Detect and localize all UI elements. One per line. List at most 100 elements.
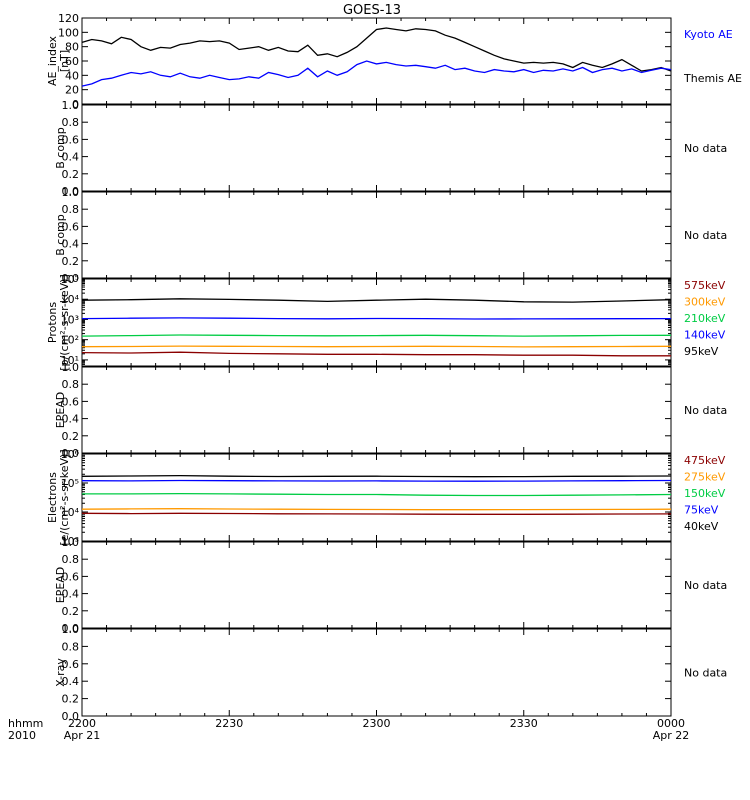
y-tick-label: 0.0 <box>62 185 80 198</box>
time-tick-label: 2300 <box>363 717 391 730</box>
y-tick-label: 10⁴ <box>61 506 80 519</box>
legend-entry-40kev: 40keV <box>684 520 719 533</box>
y-tick-label: 0.8 <box>62 378 80 391</box>
y-tick-label: 0.0 <box>62 622 80 635</box>
y-tick-label: 80 <box>65 41 79 54</box>
y-tick-label: 0.6 <box>62 220 80 233</box>
y-tick-label: 10⁶ <box>61 448 80 461</box>
legend-entry-575kev: 575keV <box>684 279 726 292</box>
y-tick-label: 0.6 <box>62 658 80 671</box>
y-tick-label: 10⁵ <box>61 477 79 490</box>
y-tick-label: 120 <box>58 12 79 25</box>
y-axis-label: B comp <box>54 127 67 169</box>
panel-5: 0.0 0.2 0.4 0.6 0.8 1.0 EPEAD No data <box>54 361 727 460</box>
panel-3: 0.0 0.2 0.4 0.6 0.8 1.0 B comp No data <box>54 186 727 285</box>
y-tick-label: 1.0 <box>62 99 80 112</box>
series-line-150kev <box>82 492 672 497</box>
y-axis-label: [p/(cm²-s-sr-keV)] <box>58 274 71 371</box>
y-tick-label: 10⁵ <box>61 273 79 286</box>
series-line-275kev <box>81 508 672 511</box>
y-axis-label: Electrons <box>46 472 59 523</box>
y-tick-label: 10² <box>61 334 79 347</box>
y-tick-label: 0.4 <box>62 675 80 688</box>
y-axis-label: [e/(cm²-s-sr-keV)] <box>58 449 71 545</box>
time-tick-date-label: Apr 21 <box>64 729 101 742</box>
legend-entry-210kev: 210keV <box>684 312 726 325</box>
y-axis-label: EPEAD <box>54 567 67 604</box>
no-data-label: No data <box>684 229 727 242</box>
y-tick-label: 0.6 <box>62 395 80 408</box>
y-tick-label: 0.2 <box>62 255 80 268</box>
legend-entry-300kev: 300keV <box>684 296 726 309</box>
legend-entry-95kev: 95keV <box>684 345 719 358</box>
y-tick-label: 0.8 <box>62 640 80 653</box>
y-tick-label: 0.8 <box>62 116 80 129</box>
panel-8: 0.0 0.2 0.4 0.6 0.8 1.0 X-ray No data <box>54 623 727 723</box>
y-tick-label: 0.8 <box>62 553 80 566</box>
y-tick-label: 40 <box>65 69 79 82</box>
panel-frame <box>81 17 672 105</box>
series-line-475kev <box>81 512 672 515</box>
panel-4: 10¹ 10² 10³ 10⁴ 10⁵ Protons [p/(cm²-s-sr-keV)]… <box>46 273 726 371</box>
no-data-label: No data <box>684 667 727 680</box>
time-tick-label: 0000 <box>657 717 685 730</box>
y-axis-label: B comp <box>54 214 67 256</box>
y-tick-label: 0.2 <box>62 605 80 618</box>
y-tick-label: 0.6 <box>62 133 80 146</box>
legend-entry-150kev: 150keV <box>684 487 726 500</box>
y-tick-label: 10³ <box>61 313 79 326</box>
legend-entry-kyoto-ae: Kyoto AE <box>684 28 733 41</box>
y-tick-label: 1.0 <box>62 536 80 549</box>
y-tick-label: 10³ <box>61 535 79 548</box>
legend-entry-140kev: 140keV <box>684 329 726 342</box>
panel-frame <box>81 541 672 629</box>
time-tick-label: 2330 <box>510 717 538 730</box>
y-tick-label: 0.0 <box>62 710 80 723</box>
panel-frame <box>81 453 672 542</box>
time-tick-label: 2230 <box>215 717 243 730</box>
legend-entry-themis-ae: Themis AE <box>683 72 742 85</box>
no-data-label: No data <box>684 579 727 592</box>
series-line-95kev <box>81 298 672 303</box>
y-axis-label: X-ray <box>54 658 67 687</box>
y-tick-label: 20 <box>65 84 79 97</box>
time-axis-row-label-year: 2010 <box>8 729 36 742</box>
panel-frame <box>81 628 672 717</box>
y-axis-label: Protons <box>46 302 59 343</box>
panel-2: 0.0 0.2 0.4 0.6 0.8 1.0 B comp No data <box>54 99 727 198</box>
y-tick-label: 0.8 <box>62 203 80 216</box>
y-tick-label: 60 <box>65 55 79 68</box>
figure-title: GOES-13 <box>343 3 401 18</box>
no-data-label: No data <box>684 142 727 155</box>
series-line-themis-ae <box>81 27 672 72</box>
y-tick-label: 0.4 <box>62 588 80 601</box>
panel-7: 0.0 0.2 0.4 0.6 0.8 1.0 EPEAD No data <box>54 536 727 635</box>
y-tick-label: 0.4 <box>62 151 80 164</box>
series-line-40kev <box>81 474 672 478</box>
time-axis-row-label-hhmm: hhmm <box>8 717 43 730</box>
legend-entry-75kev: 75keV <box>684 504 719 517</box>
y-tick-label: 0.4 <box>62 238 80 251</box>
panel-frame <box>81 104 672 192</box>
panel-frame <box>81 366 672 454</box>
time-tick-date-label: Apr 22 <box>653 729 690 742</box>
series-line-75kev <box>81 479 672 482</box>
series-line-300kev <box>81 345 672 348</box>
y-tick-label: 1.0 <box>62 186 80 199</box>
y-axis-label: [nT] <box>58 50 71 72</box>
y-tick-label: 100 <box>58 26 79 39</box>
series-line-140kev <box>81 317 672 320</box>
y-tick-label: 0.2 <box>62 168 80 181</box>
y-tick-label: 10¹ <box>61 354 79 367</box>
y-tick-label: 1.0 <box>62 361 80 374</box>
y-tick-label: 0.2 <box>62 693 80 706</box>
series-line-kyoto-ae <box>81 60 672 87</box>
y-tick-label: 10⁴ <box>61 293 80 306</box>
y-tick-label: 0.6 <box>62 570 80 583</box>
y-tick-label: 0.2 <box>62 430 80 443</box>
